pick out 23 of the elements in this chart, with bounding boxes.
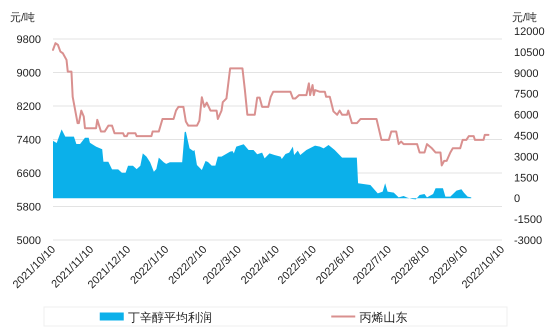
y2-tick-label: 6000 [514,110,538,122]
y2-tick-label: 10500 [514,46,545,59]
y2-tick-label: -3000 [514,235,542,247]
y-tick-label: 8200 [16,101,41,113]
y-tick-label: 7400 [16,134,41,146]
y2-tick-label: 7500 [514,88,538,101]
line-series [52,42,490,166]
y2-tick-label: 0 [514,193,520,206]
y2-tick-label: -1500 [514,214,542,226]
y2-tick-label: 1500 [514,172,538,184]
y-tick-label: 5800 [16,202,41,214]
y-tick-label: 9800 [16,34,41,46]
y2-tick-label: 9000 [514,68,538,80]
y2-axis-title: 元/吨 [512,11,538,24]
y2-tick-label: 4500 [514,130,538,142]
legend-label: 丙烯山东 [359,310,408,324]
y-axis-title: 元/吨 [10,11,36,24]
y-tick-label: 9000 [16,68,41,80]
y2-tick-label: 3000 [514,151,538,164]
y2-tick-label: 12000 [514,26,545,38]
y-tick-label: 5000 [16,235,41,247]
y-tick-label: 6600 [16,168,41,180]
legend-label: 丁辛醇平均利润 [128,310,212,324]
